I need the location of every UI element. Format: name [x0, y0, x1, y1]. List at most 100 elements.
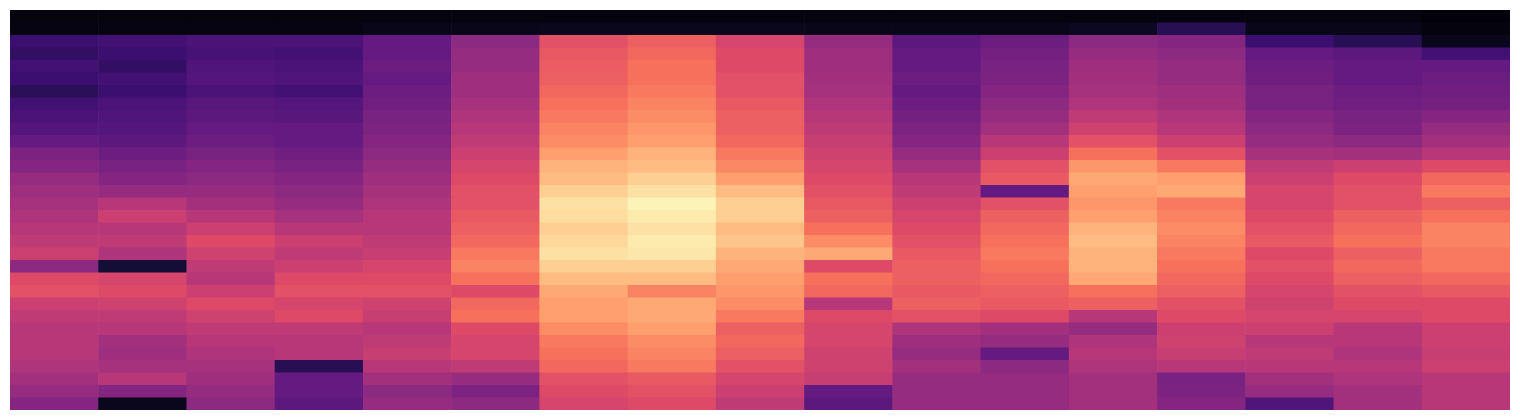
heat-cell — [1245, 323, 1334, 336]
heat-cell — [363, 335, 452, 348]
heat-cell — [539, 98, 628, 111]
heat-cell — [1245, 398, 1334, 411]
heat-cell — [804, 85, 893, 98]
heat-cell — [716, 10, 805, 23]
heat-cell — [363, 185, 452, 198]
heat-cell — [1422, 48, 1510, 61]
heat-cell — [275, 123, 364, 136]
heat-cell — [1157, 373, 1246, 386]
heat-cell — [1069, 198, 1158, 211]
heat-cell — [1334, 185, 1423, 198]
heat-cell — [275, 85, 364, 98]
heat-cell — [1245, 185, 1334, 198]
heat-cell — [275, 10, 364, 23]
heat-cell — [1334, 85, 1423, 98]
heat-cell — [451, 348, 540, 361]
heat-cell — [539, 385, 628, 398]
heat-cell — [981, 273, 1070, 286]
heat-cell — [1422, 260, 1510, 273]
heat-cell — [981, 110, 1070, 123]
heat-cell — [981, 60, 1070, 73]
heat-cell — [1422, 35, 1510, 48]
heat-cell — [1334, 385, 1423, 398]
heat-cell — [539, 373, 628, 386]
heat-cell — [1422, 10, 1510, 23]
heat-cell — [1069, 273, 1158, 286]
heat-cell — [628, 298, 717, 311]
heat-cell — [363, 173, 452, 186]
heat-cell — [275, 360, 364, 373]
heat-cell — [1245, 160, 1334, 173]
heat-cell — [1157, 298, 1246, 311]
heat-cell — [1069, 10, 1158, 23]
heat-cell — [539, 248, 628, 261]
heat-cell — [1245, 123, 1334, 136]
heat-cell — [186, 248, 275, 261]
heat-cell — [804, 273, 893, 286]
heat-cell — [1422, 73, 1510, 86]
heat-cell — [804, 298, 893, 311]
heat-cell — [1245, 298, 1334, 311]
heat-cell — [1422, 398, 1510, 411]
heat-cell — [451, 73, 540, 86]
heat-cell — [892, 323, 981, 336]
chart-root — [0, 0, 1520, 419]
heat-cell — [1069, 385, 1158, 398]
heat-cell — [98, 310, 187, 323]
heat-cell — [1245, 260, 1334, 273]
heat-cell — [1334, 323, 1423, 336]
heat-cell — [716, 198, 805, 211]
heat-cell — [363, 235, 452, 248]
heat-cell — [451, 373, 540, 386]
heat-cell — [539, 323, 628, 336]
heat-cell — [804, 160, 893, 173]
heat-cell — [1157, 173, 1246, 186]
heat-cell — [1422, 135, 1510, 148]
heat-cell — [1069, 223, 1158, 236]
heat-cell — [451, 85, 540, 98]
heat-cell — [1422, 160, 1510, 173]
heat-cell — [804, 373, 893, 386]
heat-cell — [716, 48, 805, 61]
heat-cell — [186, 135, 275, 148]
heat-cell — [1157, 73, 1246, 86]
heat-cell — [275, 248, 364, 261]
heat-cell — [10, 48, 99, 61]
heat-cell — [539, 160, 628, 173]
heat-cell — [275, 23, 364, 36]
heat-cell — [1422, 360, 1510, 373]
heat-cell — [10, 335, 99, 348]
heat-cell — [628, 23, 717, 36]
heat-cell — [275, 110, 364, 123]
heat-cell — [804, 223, 893, 236]
heat-cell — [539, 298, 628, 311]
heat-cell — [1334, 48, 1423, 61]
heat-cell — [628, 73, 717, 86]
heat-cell — [1245, 60, 1334, 73]
heat-cell — [1334, 60, 1423, 73]
heat-cell — [1157, 185, 1246, 198]
heat-cell — [275, 223, 364, 236]
heat-cell — [892, 123, 981, 136]
heat-cell — [892, 310, 981, 323]
heat-cell — [275, 98, 364, 111]
heat-cell — [186, 173, 275, 186]
heat-cell — [716, 98, 805, 111]
heat-cell — [892, 360, 981, 373]
heat-cell — [1069, 310, 1158, 323]
heat-cell — [186, 148, 275, 161]
heat-cell — [1422, 98, 1510, 111]
heat-cell — [981, 385, 1070, 398]
heat-cell — [539, 348, 628, 361]
heat-cell — [363, 123, 452, 136]
heat-cell — [1157, 123, 1246, 136]
heat-cell — [892, 198, 981, 211]
heat-cell — [275, 323, 364, 336]
heat-cell — [804, 60, 893, 73]
heat-cell — [1334, 73, 1423, 86]
heat-cell — [804, 260, 893, 273]
heat-cell — [1157, 235, 1246, 248]
heat-cell — [981, 373, 1070, 386]
heat-cell — [275, 210, 364, 223]
heat-cell — [363, 198, 452, 211]
